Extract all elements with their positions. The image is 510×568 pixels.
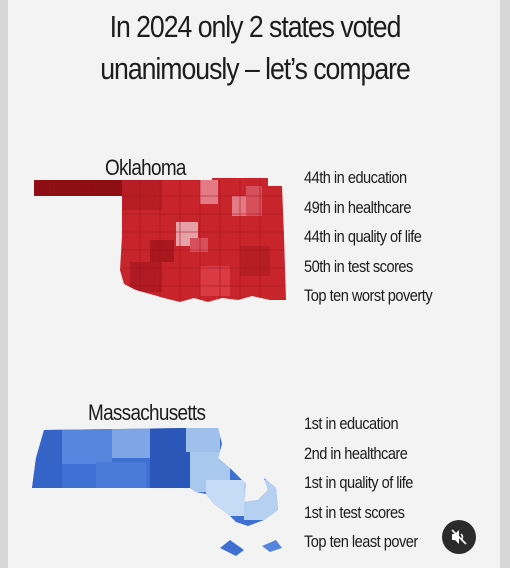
title-line-1: In 2024 only 2 states voted (109, 9, 402, 44)
massachusetts-stat: 1st in education (304, 414, 399, 433)
massachusetts-stat: 1st in test scores (304, 502, 405, 522)
massachusetts-label: Massachusetts (88, 400, 206, 425)
page-title: In 2024 only 2 states voted unanimously … (36, 6, 475, 90)
title-line-2: unanimously – let’s compare (100, 51, 411, 86)
muted-speaker-icon (451, 529, 467, 545)
massachusetts-stat: 1st in quality of life (304, 473, 413, 492)
oklahoma-stats: 44th in education 49th in healthcare 44t… (304, 168, 453, 316)
massachusetts-stat: 2nd in healthcare (304, 443, 408, 463)
massachusetts-stat: Top ten least pover (304, 532, 418, 551)
oklahoma-stat: 50th in test scores (304, 256, 413, 276)
oklahoma-label: Oklahoma (105, 155, 186, 180)
massachusetts-stats: 1st in education 2nd in healthcare 1st i… (304, 414, 436, 562)
oklahoma-stat: 44th in quality of life (304, 227, 422, 246)
oklahoma-stat: 49th in healthcare (304, 197, 411, 217)
oklahoma-stat: Top ten worst poverty (304, 286, 433, 305)
oklahoma-stat: 44th in education (304, 168, 407, 187)
mute-button[interactable] (442, 520, 476, 554)
